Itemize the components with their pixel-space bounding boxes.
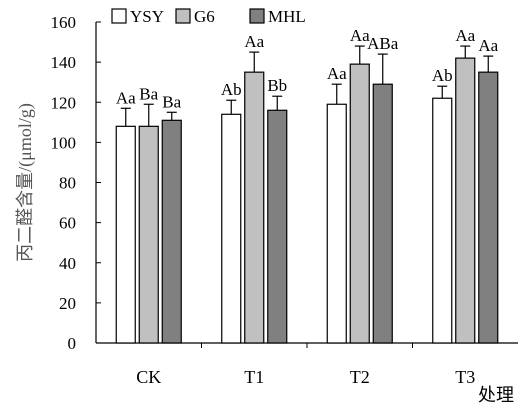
bar xyxy=(349,63,370,344)
y-tick-label: 80 xyxy=(59,174,76,193)
bar xyxy=(244,71,265,344)
bar xyxy=(455,57,476,344)
data-label: Ab xyxy=(432,66,453,85)
x-tick-label: T2 xyxy=(350,367,370,387)
y-tick-label: 100 xyxy=(51,133,77,152)
bar xyxy=(326,103,347,344)
data-label: Aa xyxy=(327,64,347,83)
legend-swatch xyxy=(175,8,191,24)
data-label: Ab xyxy=(221,80,242,99)
axes: 0 20 40 60 80 100 120 140 160 CK T1 T2 T3 xyxy=(51,13,518,387)
bars-group xyxy=(115,45,499,344)
legend-swatch xyxy=(249,8,265,24)
bar xyxy=(432,97,453,344)
bar xyxy=(161,119,182,344)
y-tick-label: 160 xyxy=(51,13,77,32)
y-tick-label: 120 xyxy=(51,93,77,112)
bar xyxy=(267,109,288,344)
legend-swatch xyxy=(111,8,127,24)
y-tick-label: 40 xyxy=(59,254,76,273)
x-tick-label: T3 xyxy=(455,367,475,387)
data-label: ABa xyxy=(367,34,399,53)
x-axis-label: 处理 xyxy=(478,385,514,405)
y-tick-label: 20 xyxy=(59,294,76,313)
legend-label: G6 xyxy=(194,7,215,26)
data-label: Aa xyxy=(350,26,370,45)
y-tick-label: 0 xyxy=(68,334,77,353)
data-label: Aa xyxy=(478,36,498,55)
data-label: Aa xyxy=(116,88,136,107)
x-tick-label: T1 xyxy=(244,367,264,387)
bar xyxy=(478,71,499,344)
data-label: Aa xyxy=(244,32,264,51)
y-axis-label: 丙二醛含量/(μmol/g) xyxy=(15,103,36,262)
legend-label: YSY xyxy=(130,7,164,26)
legend-label: MHL xyxy=(268,7,306,26)
x-tick-label: CK xyxy=(136,367,161,387)
data-label: Ba xyxy=(162,92,181,111)
bar xyxy=(221,113,242,344)
y-tick-label: 140 xyxy=(51,53,77,72)
bar xyxy=(138,125,159,344)
data-label: Ba xyxy=(139,84,158,103)
bar xyxy=(115,125,136,344)
data-label: Bb xyxy=(267,76,287,95)
legend: YSY G6 MHL xyxy=(111,7,306,26)
data-label: Aa xyxy=(455,26,475,45)
bar xyxy=(372,83,393,344)
y-tick-label: 60 xyxy=(59,214,76,233)
